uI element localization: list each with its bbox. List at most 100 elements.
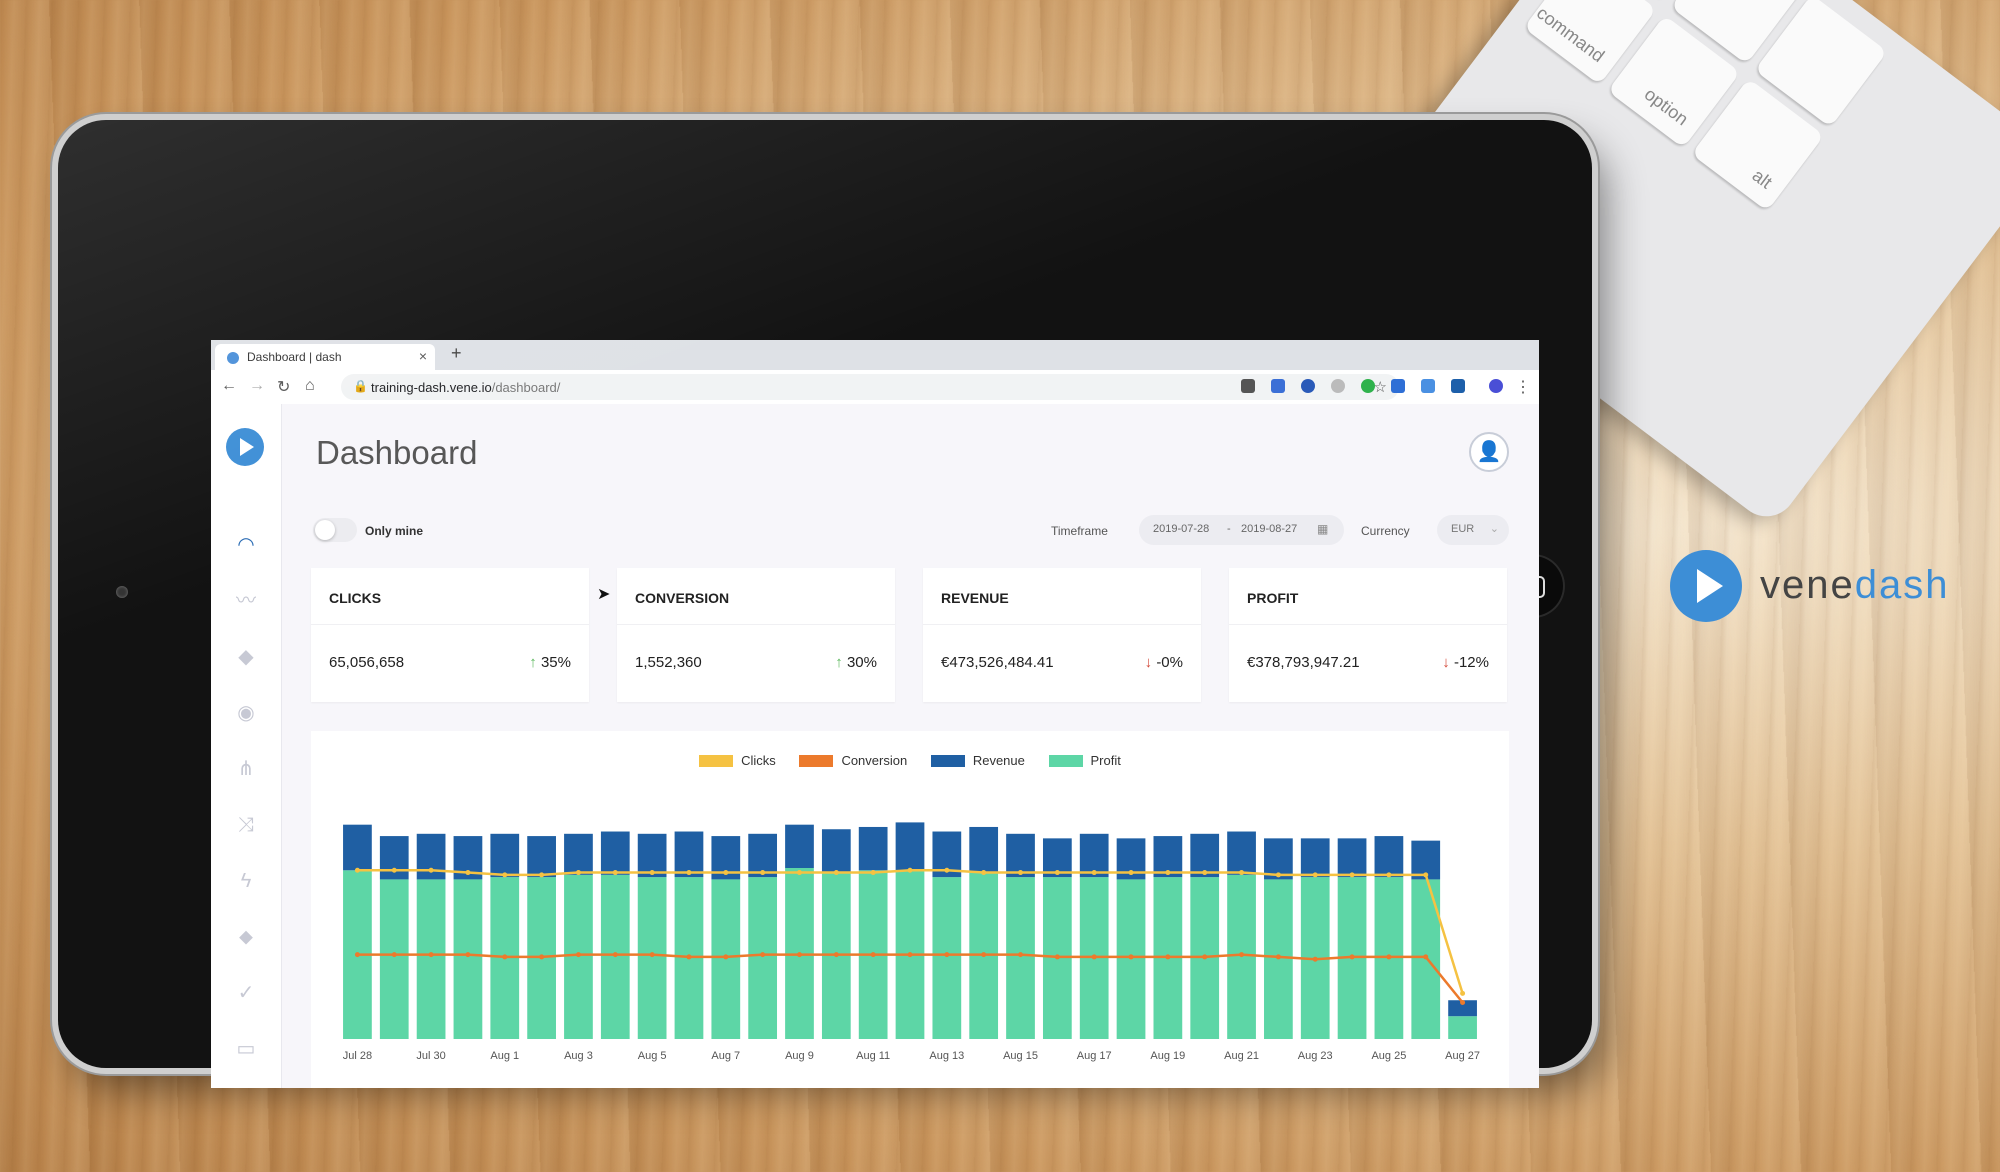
clicks-point	[391, 867, 397, 873]
conversion-point	[612, 952, 618, 958]
image-icon[interactable]: ▭	[236, 1038, 256, 1060]
conversion-point	[1386, 954, 1392, 960]
clicks-point	[428, 867, 434, 873]
revenue-bar	[858, 826, 888, 871]
clicks-point	[1275, 872, 1281, 878]
card-title: CLICKS	[329, 590, 382, 606]
profit-bar	[748, 877, 778, 1039]
conversion-point	[428, 952, 434, 958]
card-title: CONVERSION	[635, 590, 730, 606]
card-title: REVENUE	[941, 590, 1009, 606]
globe-icon[interactable]: ◉	[237, 702, 255, 724]
kpi-card-conversion: CONVERSION 1,552,360 ↑ 30%	[617, 568, 895, 702]
back-icon[interactable]: ←	[221, 377, 237, 394]
only-mine-toggle[interactable]	[313, 518, 357, 542]
conversion-point	[686, 954, 692, 960]
legend-item-revenue[interactable]: Revenue	[930, 753, 1025, 768]
venedash-logo-icon	[1670, 550, 1742, 622]
legend-swatch	[799, 755, 834, 767]
bookmark-star-icon[interactable]: ☆	[1373, 379, 1387, 396]
browser-tab[interactable]: Dashboard | dash ×	[215, 344, 435, 370]
extension-icon[interactable]	[1451, 379, 1465, 393]
clicks-point	[1386, 872, 1392, 878]
conversion-point	[907, 952, 913, 958]
clicks-point	[1018, 870, 1024, 876]
x-tick-label: Jul 28	[343, 1050, 372, 1062]
lock-icon: 🔒	[353, 379, 368, 393]
x-tick-label: Aug 15	[1003, 1050, 1038, 1062]
new-tab-button[interactable]: +	[451, 343, 462, 363]
extension-icon[interactable]	[1271, 379, 1285, 393]
clicks-point	[502, 872, 508, 878]
shuffle-icon[interactable]: ⤨	[238, 814, 254, 836]
card-change-value: 30%	[846, 654, 877, 671]
profit-bar	[1006, 877, 1035, 1039]
extension-icon[interactable]	[1391, 379, 1405, 393]
currency-select[interactable]: EUR ⌄	[1437, 515, 1509, 545]
check-circle-icon[interactable]: ✓	[237, 982, 255, 1004]
legend-item-conversion[interactable]: Conversion	[799, 753, 907, 768]
browser-menu-icon[interactable]: ⋮	[1515, 379, 1531, 396]
conversion-point	[760, 952, 766, 958]
timeframe-label: Timeframe	[1051, 524, 1108, 538]
extension-icon[interactable]	[1301, 379, 1315, 393]
conversion-point	[1460, 1000, 1466, 1006]
home-icon[interactable]: ⌂	[305, 377, 315, 394]
card-title: PROFIT	[1247, 590, 1299, 606]
timeframe-picker[interactable]: 2019-07-28 - 2019-08-27 ▦	[1139, 515, 1344, 545]
card-change: ↓ -0%	[1145, 654, 1183, 671]
reload-icon[interactable]: ↻	[277, 379, 291, 396]
extension-icon[interactable]	[1241, 379, 1255, 393]
clicks-point	[1128, 870, 1134, 876]
address-bar[interactable]: 🔒 training-dash.vene.io/dashboard/ ☆	[341, 374, 1399, 400]
x-tick-label: Aug 5	[638, 1050, 667, 1062]
translate-icon[interactable]	[1421, 379, 1435, 393]
favicon-icon	[227, 352, 239, 364]
profit-bar	[1448, 1016, 1477, 1039]
url-path: /dashboard/	[491, 380, 561, 395]
card-divider	[1229, 624, 1507, 625]
card-change-value: -12%	[1453, 654, 1489, 671]
url-host: training-dash.vene.io	[371, 380, 492, 395]
dashboard-gauge-icon[interactable]: ◠	[237, 534, 255, 556]
conversion-point	[1349, 954, 1355, 960]
clicks-point	[1349, 872, 1355, 878]
conversion-point	[502, 954, 508, 960]
conversion-point	[1202, 954, 1208, 960]
clicks-point	[981, 870, 987, 876]
revenue-bar	[1337, 838, 1367, 878]
profit-bar	[416, 879, 446, 1039]
revenue-bar	[674, 831, 704, 878]
app-logo[interactable]	[226, 428, 264, 466]
legend-item-profit[interactable]: Profit	[1048, 753, 1121, 768]
tag-icon[interactable]: ◆	[238, 646, 254, 668]
user-profile-button[interactable]: 👤	[1469, 432, 1509, 472]
lightning-icon[interactable]: ϟ	[240, 870, 252, 892]
conversion-point	[796, 952, 802, 958]
handshake-icon[interactable]: ⬥	[239, 926, 253, 948]
forward-icon[interactable]: →	[249, 377, 265, 394]
revenue-bar	[1190, 833, 1220, 878]
grammarly-icon[interactable]	[1361, 379, 1375, 393]
arrow-down-icon: ↓	[1442, 654, 1450, 671]
tab-close-icon[interactable]: ×	[418, 348, 427, 364]
address-url: training-dash.vene.io/dashboard/	[371, 380, 560, 395]
calendar-icon: ▦	[1317, 522, 1329, 536]
revenue-bar	[637, 833, 667, 878]
clicks-point	[796, 870, 802, 876]
trend-chart-icon[interactable]: 〰	[236, 590, 256, 612]
clicks-point	[575, 870, 581, 876]
sidebar: ◠ 〰 ◆ ◉ ⋔ ⤨ ϟ ⬥ ✓ ▭	[211, 404, 282, 1088]
clicks-point	[539, 872, 545, 878]
conversion-point	[1054, 954, 1060, 960]
tablet-screen: Dashboard | dash × + ← → ↻ ⌂ 🔒 training-…	[211, 340, 1539, 1088]
legend-item-clicks[interactable]: Clicks	[699, 753, 776, 768]
brand-part-2: dash	[1854, 563, 1950, 607]
clicks-point	[1165, 870, 1171, 876]
network-icon[interactable]: ⋔	[237, 758, 255, 780]
extension-icon[interactable]	[1331, 379, 1345, 393]
profile-avatar-icon[interactable]	[1489, 379, 1503, 393]
arrow-up-icon: ↑	[529, 654, 537, 671]
conversion-point	[465, 952, 471, 958]
card-change: ↓ -12%	[1442, 654, 1489, 671]
